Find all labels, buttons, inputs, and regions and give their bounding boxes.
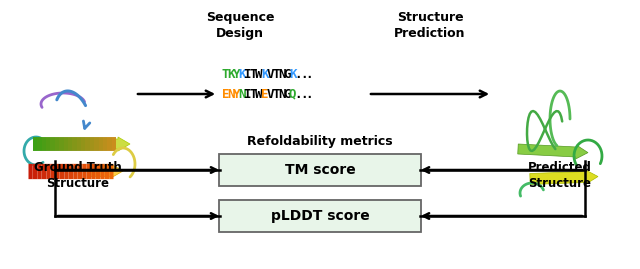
Text: T: T <box>222 68 230 80</box>
Text: E: E <box>261 87 269 101</box>
Text: N: N <box>278 68 285 80</box>
Text: T: T <box>250 68 257 80</box>
Text: N: N <box>278 87 285 101</box>
Text: W: W <box>255 68 263 80</box>
FancyArrow shape <box>530 169 598 185</box>
Text: Ground Truth
Structure: Ground Truth Structure <box>34 161 122 190</box>
Text: Predicted
Structure: Predicted Structure <box>528 161 592 190</box>
Text: I: I <box>244 87 252 101</box>
FancyArrow shape <box>98 137 130 151</box>
Text: .: . <box>306 68 313 80</box>
Text: V: V <box>267 68 274 80</box>
Text: Structure
Prediction: Structure Prediction <box>394 11 466 40</box>
Text: .: . <box>300 68 308 80</box>
FancyArrow shape <box>88 164 123 179</box>
Text: .: . <box>294 87 302 101</box>
Text: Refoldability metrics: Refoldability metrics <box>247 135 393 148</box>
Text: N: N <box>228 87 235 101</box>
Text: T: T <box>250 87 257 101</box>
Text: .: . <box>294 68 302 80</box>
Text: T: T <box>272 68 280 80</box>
Text: pLDDT score: pLDDT score <box>271 209 369 223</box>
Text: Q: Q <box>289 87 296 101</box>
Text: Y: Y <box>233 68 241 80</box>
Text: I: I <box>244 68 252 80</box>
Text: K: K <box>261 68 269 80</box>
Text: TM score: TM score <box>285 163 355 177</box>
Text: N: N <box>239 87 246 101</box>
FancyBboxPatch shape <box>219 200 421 232</box>
Text: .: . <box>306 87 313 101</box>
Text: Sequence
Design: Sequence Design <box>205 11 275 40</box>
Text: W: W <box>255 87 263 101</box>
Text: Y: Y <box>233 87 241 101</box>
Text: T: T <box>272 87 280 101</box>
FancyArrow shape <box>518 144 588 159</box>
Text: K: K <box>239 68 246 80</box>
Text: E: E <box>222 87 230 101</box>
Text: K: K <box>289 68 296 80</box>
Text: V: V <box>267 87 274 101</box>
Text: G: G <box>284 87 291 101</box>
FancyBboxPatch shape <box>219 154 421 186</box>
Text: K: K <box>228 68 235 80</box>
Text: G: G <box>284 68 291 80</box>
Text: .: . <box>300 87 308 101</box>
